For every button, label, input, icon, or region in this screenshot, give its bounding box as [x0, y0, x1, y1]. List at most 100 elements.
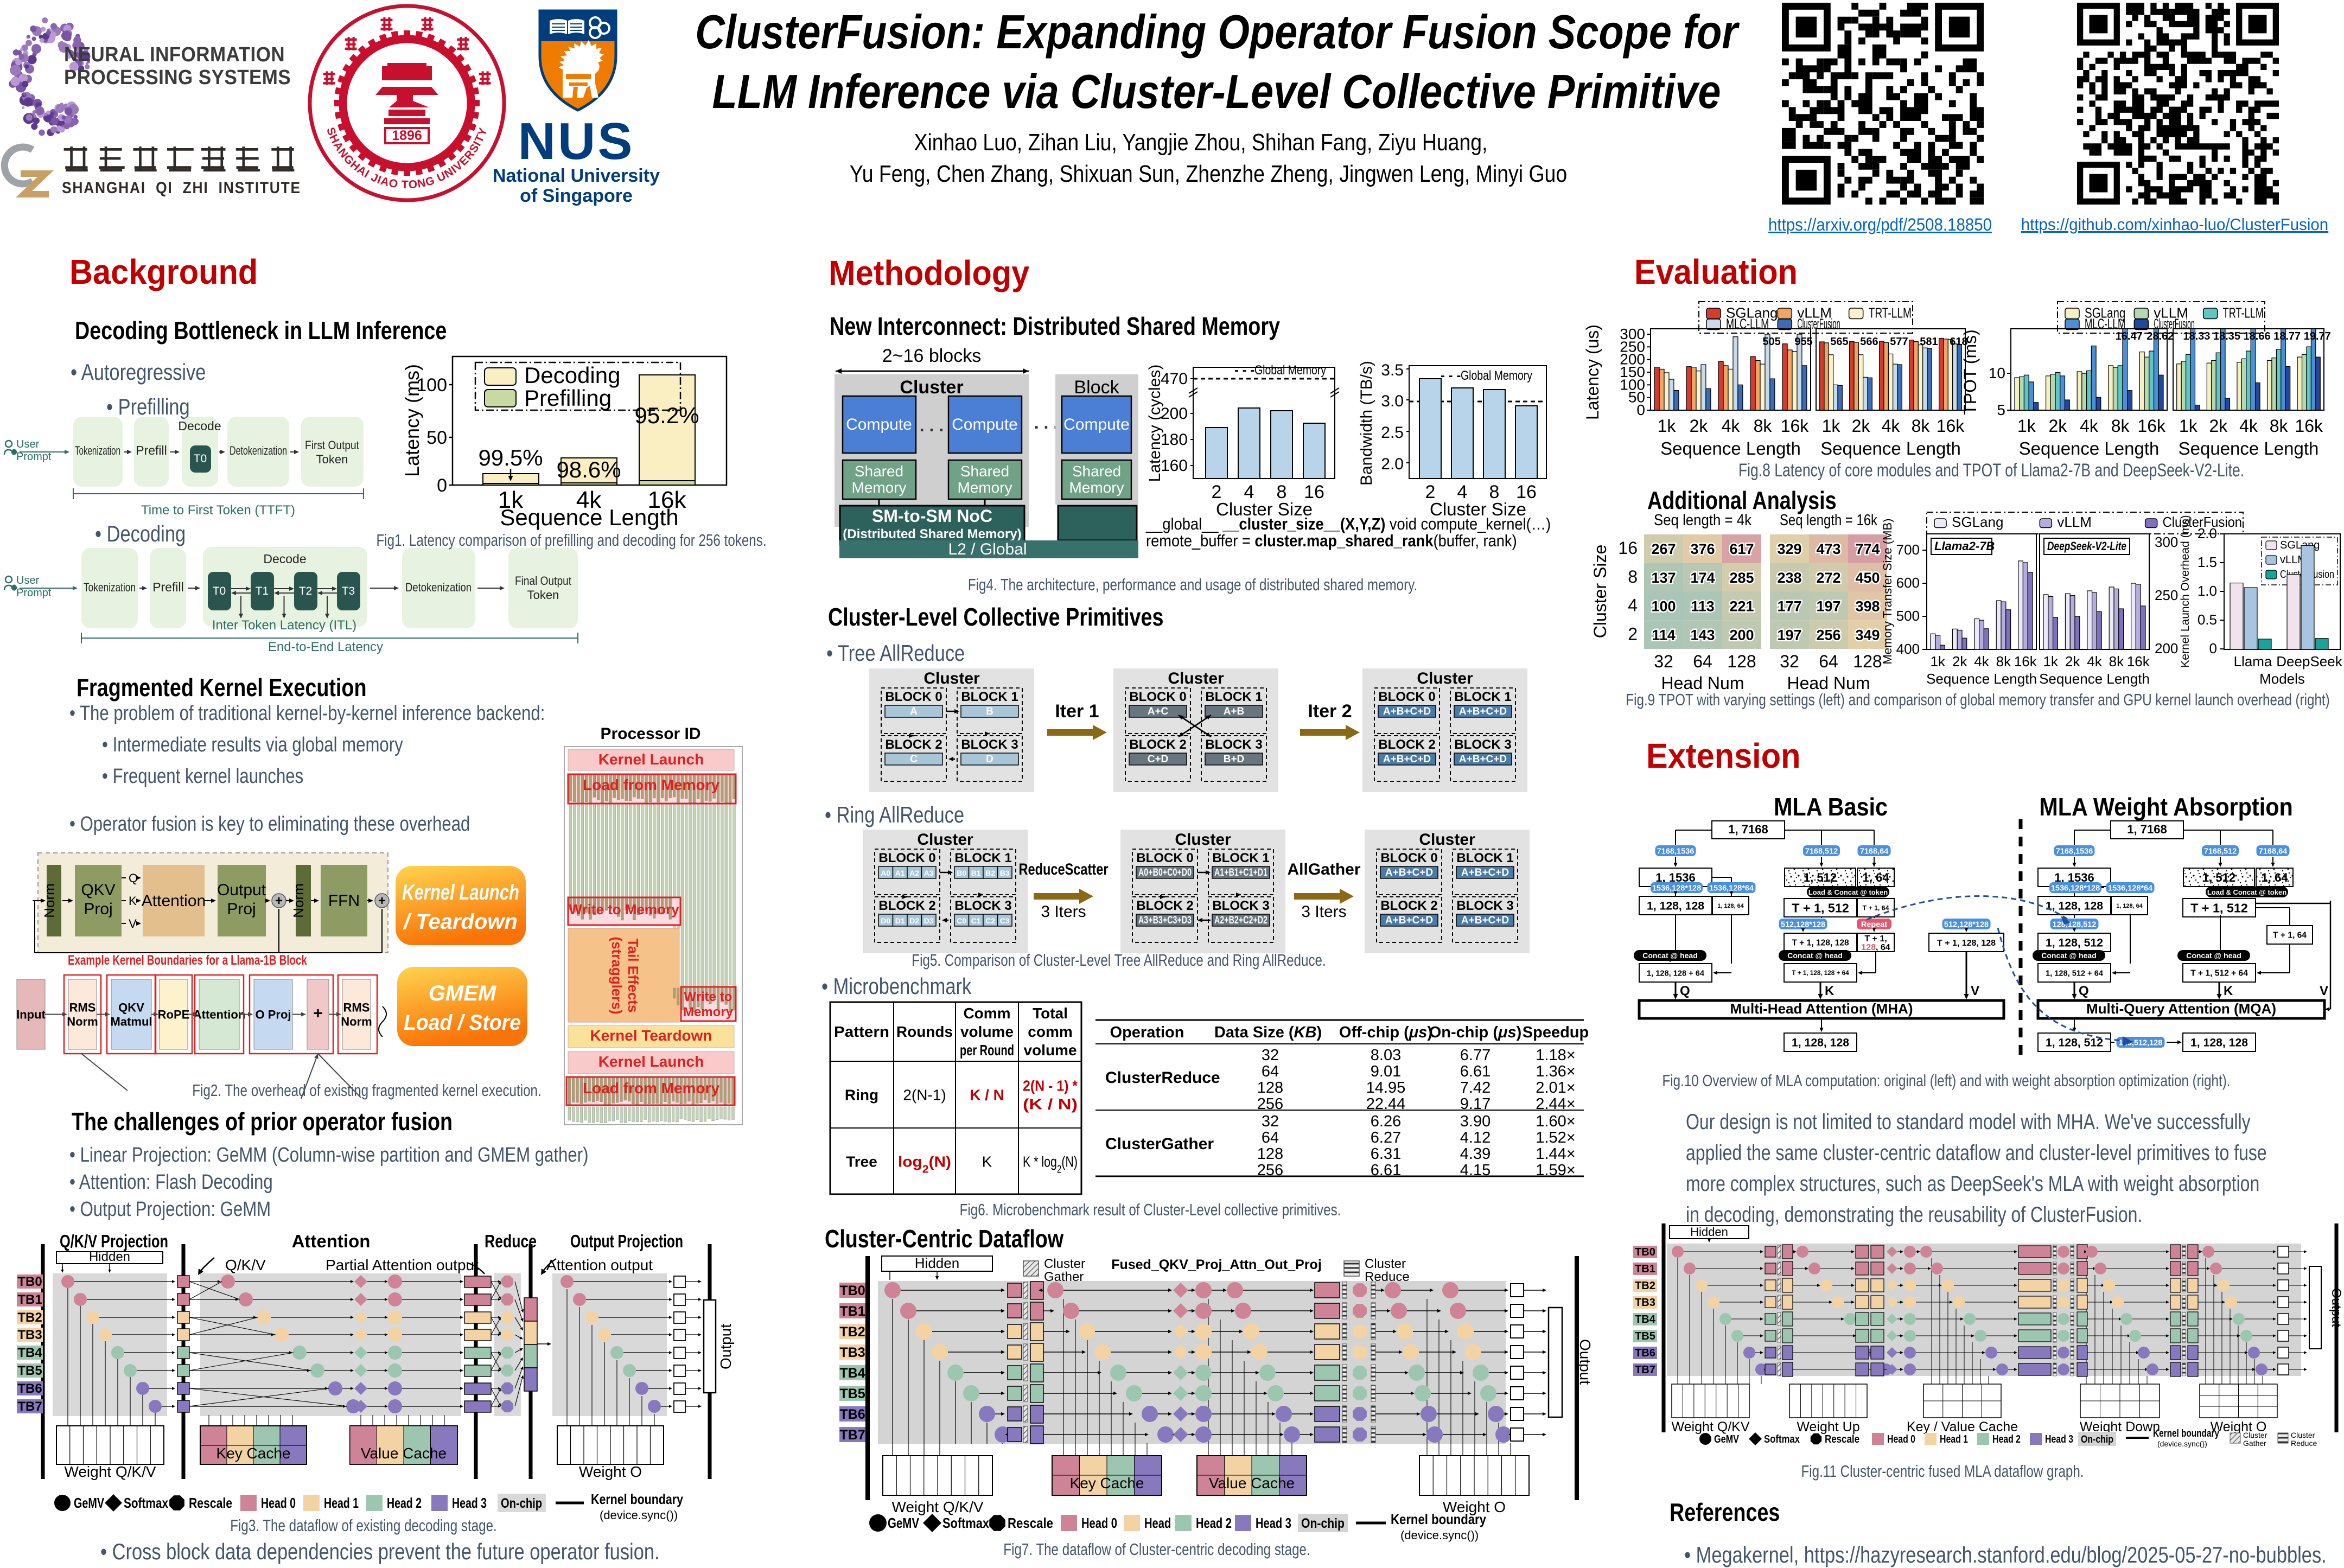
svg-text:0.5: 0.5: [2198, 611, 2217, 628]
svg-text:TB6: TB6: [1635, 1347, 1655, 1359]
svg-text:TB6: TB6: [839, 1407, 865, 1422]
svg-text:300: 300: [1620, 326, 1645, 342]
svg-text:A+B+C+D: A+B+C+D: [1383, 706, 1431, 717]
svg-text:Norm: Norm: [67, 1015, 98, 1029]
svg-text:A0: A0: [881, 869, 890, 877]
svg-text:Comm: Comm: [963, 1005, 1010, 1022]
svg-text:Cluster: Cluster: [1168, 670, 1224, 687]
svg-text:Q: Q: [129, 871, 138, 885]
svg-text:2: 2: [1212, 482, 1222, 502]
svg-text:A1+B1+C1+D1: A1+B1+C1+D1: [1214, 867, 1267, 878]
svg-text:K / N: K / N: [970, 1087, 1004, 1104]
svg-text:K: K: [2224, 984, 2233, 998]
svg-text:Multi-Query Attention (MQA): Multi-Query Attention (MQA): [2086, 1000, 2276, 1017]
svg-text:565: 565: [1830, 336, 1848, 348]
svg-text:8k: 8k: [1754, 416, 1773, 436]
svg-text:T + 1, 64: T + 1, 64: [1863, 904, 1889, 912]
svg-text:113: 113: [1691, 598, 1715, 615]
svg-text:14.95: 14.95: [1366, 1079, 1406, 1097]
svg-text:Head 3: Head 3: [452, 1495, 487, 1511]
svg-text:2k: 2k: [1952, 653, 1967, 670]
svg-text:99.5%: 99.5%: [478, 445, 543, 470]
svg-text:ClusterFusion: ClusterFusion: [2163, 514, 2242, 530]
svg-text:Shared: Shared: [960, 463, 1009, 480]
svg-text:18.66: 18.66: [2244, 330, 2271, 342]
svg-text:Token: Token: [527, 588, 559, 602]
svg-text:Kernel boundary: Kernel boundary: [2153, 1428, 2219, 1439]
svg-text:1, 7168: 1, 7168: [1728, 823, 1768, 836]
svg-text:Cluster: Cluster: [1175, 831, 1231, 849]
svg-text:285: 285: [1729, 570, 1754, 586]
svg-text:18.77: 18.77: [2273, 330, 2301, 342]
svg-text:T + 1, 64: T + 1, 64: [2273, 931, 2307, 940]
svg-text:SGLang: SGLang: [1726, 305, 1778, 321]
svg-text:Final Output: Final Output: [515, 574, 571, 588]
svg-text:2(N - 1) *: 2(N - 1) *: [1023, 1078, 1078, 1094]
svg-text:8k: 8k: [2109, 653, 2124, 670]
svg-text:Prefill: Prefill: [152, 580, 184, 594]
svg-text:Weight Q/K/V: Weight Q/K/V: [891, 1499, 983, 1515]
svg-text:BLOCK 3: BLOCK 3: [1205, 737, 1262, 752]
svg-text:T0: T0: [213, 585, 226, 597]
svg-text:T + 1,: T + 1,: [1864, 934, 1887, 944]
svg-text:Output: Output: [717, 1324, 734, 1369]
svg-text:A+B+C+D: A+B+C+D: [1383, 754, 1431, 765]
svg-text:600: 600: [1896, 575, 1920, 591]
svg-text:1.18×: 1.18×: [1536, 1047, 1575, 1064]
svg-text:D2: D2: [909, 916, 919, 925]
svg-text:T + 1, 512 + 64: T + 1, 512 + 64: [2190, 969, 2248, 978]
svg-text:volume: volume: [960, 1023, 1014, 1040]
svg-text:Gather: Gather: [2243, 1439, 2266, 1448]
svg-text:C3: C3: [1000, 916, 1010, 925]
svg-text:+: +: [275, 894, 283, 908]
svg-text:1k: 1k: [498, 487, 524, 513]
svg-text:8k: 8k: [1996, 653, 2011, 670]
svg-text:1.60×: 1.60×: [1536, 1113, 1575, 1130]
svg-text:Weight O: Weight O: [1443, 1499, 1506, 1515]
svg-text:Latency (cycles): Latency (cycles): [1146, 365, 1164, 482]
svg-text:9.17: 9.17: [1460, 1095, 1491, 1113]
svg-text:28.62: 28.62: [2146, 330, 2174, 342]
svg-text:Weight Up: Weight Up: [1797, 1419, 1859, 1435]
svg-text:BLOCK 3: BLOCK 3: [954, 898, 1011, 913]
svg-text:4k: 4k: [576, 487, 602, 513]
svg-text:Attention: Attention: [142, 892, 206, 910]
svg-text:197: 197: [1816, 598, 1840, 615]
svg-text:512,128*128: 512,128*128: [1944, 921, 1989, 929]
svg-text:BLOCK 0: BLOCK 0: [1136, 851, 1193, 865]
svg-text:A0+B0+C0+D0: A0+B0+C0+D0: [1138, 867, 1192, 878]
svg-text:TB0: TB0: [839, 1283, 865, 1298]
svg-text:Compute: Compute: [952, 416, 1018, 434]
svg-text:BLOCK 0: BLOCK 0: [1378, 690, 1435, 704]
svg-text:4k: 4k: [2080, 416, 2099, 436]
svg-text:Kernel Launch Overhead (ms): Kernel Launch Overhead (ms): [2179, 515, 2192, 667]
svg-text:A+B+C+D: A+B+C+D: [1385, 915, 1433, 926]
svg-text:128: 128: [1257, 1145, 1283, 1163]
svg-text:TB3: TB3: [1635, 1297, 1655, 1309]
svg-text:BLOCK 3: BLOCK 3: [961, 737, 1018, 752]
svg-text:400: 400: [1896, 641, 1920, 657]
svg-text:Compute: Compute: [1063, 416, 1130, 434]
svg-text:3.90: 3.90: [1460, 1113, 1491, 1130]
svg-text:TB1: TB1: [1635, 1263, 1655, 1275]
svg-text:Cluster: Cluster: [1419, 831, 1475, 849]
svg-text:L2 / Global: L2 / Global: [948, 540, 1027, 558]
svg-text:(stragglers): (stragglers): [609, 936, 625, 1014]
svg-text:Head 3: Head 3: [1256, 1515, 1291, 1531]
svg-text:B2: B2: [985, 869, 995, 877]
svg-text:1, 64: 1, 64: [2261, 871, 2288, 884]
svg-text:272: 272: [1816, 570, 1840, 586]
svg-text:DeepSeek-V2-Lite: DeepSeek-V2-Lite: [2047, 539, 2126, 553]
svg-text:RMS: RMS: [343, 1001, 370, 1015]
svg-text:Cluster Size: Cluster Size: [1216, 499, 1313, 519]
svg-text:Norm: Norm: [341, 1015, 372, 1029]
svg-text:618: 618: [1950, 336, 1967, 348]
svg-text:8k: 8k: [1912, 416, 1931, 436]
svg-text:MLC-LLM: MLC-LLM: [1726, 316, 1769, 332]
svg-text:1, 128, 128 + 64: 1, 128, 128 + 64: [1647, 969, 1705, 978]
svg-text:BLOCK 2: BLOCK 2: [1129, 737, 1186, 752]
svg-text:BLOCK 0: BLOCK 0: [885, 690, 942, 704]
svg-text:Prompt: Prompt: [16, 587, 52, 599]
svg-text:1k: 1k: [2017, 416, 2036, 436]
svg-text:1, 7168: 1, 7168: [2127, 823, 2167, 836]
